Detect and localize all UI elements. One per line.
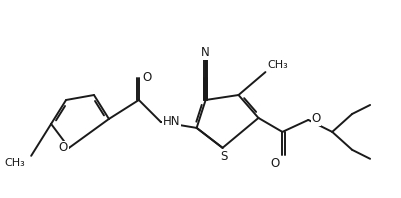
Text: CH₃: CH₃	[267, 60, 288, 70]
Text: O: O	[59, 141, 68, 154]
Text: N: N	[201, 46, 209, 59]
Text: CH₃: CH₃	[4, 158, 25, 168]
Text: HN: HN	[162, 115, 180, 129]
Text: O: O	[142, 70, 152, 84]
Text: S: S	[219, 150, 227, 163]
Text: O: O	[310, 112, 320, 126]
Text: O: O	[269, 157, 279, 170]
